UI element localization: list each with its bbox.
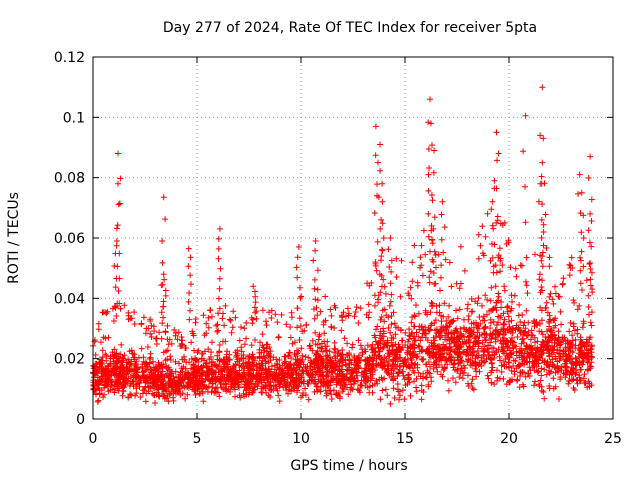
x-tick-label: 10	[292, 431, 310, 447]
x-tick-label: 15	[396, 431, 414, 447]
x-axis-label: GPS time / hours	[290, 458, 407, 474]
data-points	[90, 84, 596, 407]
y-tick-label: 0.04	[54, 291, 85, 307]
x-tick-label: 25	[604, 431, 622, 447]
y-tick-label: 0.02	[54, 352, 85, 368]
gridlines	[93, 57, 613, 419]
axis-ticks: 0 5 10 15 20 25 0 0.02 0.04 0.06 0.08 0.1 0.12	[54, 50, 622, 447]
y-tick-label: 0.06	[54, 231, 85, 247]
plot-frame	[92, 56, 614, 420]
y-tick-label: 0.08	[54, 171, 85, 187]
chart-title: Day 277 of 2024, Rate Of TEC Index for r…	[163, 20, 537, 36]
y-axis-label: ROTI / TECUs	[6, 192, 22, 284]
y-tick-label: 0.12	[54, 50, 85, 66]
y-tick-label: 0	[76, 412, 85, 428]
x-tick-label: 0	[89, 431, 98, 447]
y-tick-label: 0.1	[63, 110, 85, 126]
x-tick-label: 5	[193, 431, 202, 447]
scatter-markers	[90, 84, 596, 407]
x-tick-label: 20	[500, 431, 518, 447]
